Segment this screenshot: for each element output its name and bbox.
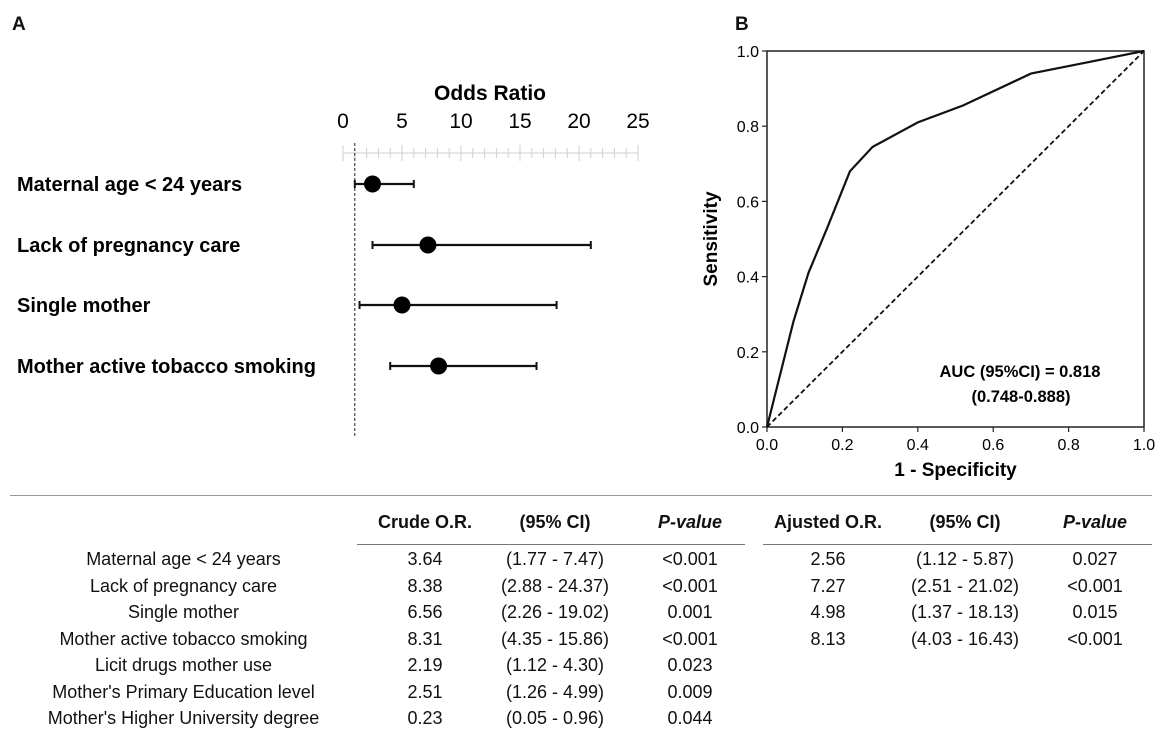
cell-adj-p: 0.027 — [1072, 549, 1118, 569]
cell-crude-or: 6.56 — [407, 602, 443, 622]
roc-x-axis-label: 1 - Specificity — [894, 460, 1017, 481]
header-crude-or: Crude O.R. — [377, 512, 472, 532]
cell-crude-or: 0.23 — [407, 708, 443, 728]
forest-tick-label: 5 — [396, 110, 408, 133]
panel-a-letter: A — [12, 14, 26, 35]
cell-crude-ci: (4.35 - 15.86) — [500, 628, 610, 649]
forest-plot: Odds Ratio 0 5 10 15 20 25 Maternal age < 24 ye… — [17, 82, 650, 438]
cell-crude-or: 2.51 — [407, 681, 443, 702]
cell-crude-p: 0.009 — [667, 681, 713, 702]
forest-row-label: Single mother — [17, 295, 151, 317]
panel-b-letter: B — [735, 14, 749, 35]
table-row-label: Single mother — [127, 602, 240, 622]
cell-crude-ci: (1.12 - 4.30) — [505, 655, 605, 675]
cell-adj-ci: (1.37 - 18.13) — [910, 602, 1020, 622]
forest-tick-label: 15 — [508, 110, 531, 133]
header-crude-ci: (95% CI) — [519, 512, 591, 532]
cell-adj-or: 4.98 — [810, 602, 846, 622]
cell-crude-p: <0.001 — [662, 549, 718, 569]
cell-adj-p: 0.015 — [1072, 602, 1118, 622]
roc-y-tick-label: 0.4 — [737, 270, 759, 287]
cell-crude-or: 8.31 — [407, 628, 443, 649]
roc-curve — [765, 49, 1145, 428]
cell-crude-ci: (1.77 - 7.47) — [505, 549, 605, 569]
cell-crude-p: 0.023 — [667, 655, 713, 675]
cell-crude-or: 2.19 — [407, 655, 443, 675]
adjusted-header-rule — [763, 544, 1152, 545]
forest-tick-label: 10 — [449, 110, 472, 133]
roc-y-tick-label: 0.6 — [737, 194, 759, 211]
cell-adj-p: <0.001 — [1067, 628, 1123, 649]
forest-row-label: Lack of pregnancy care — [17, 235, 240, 257]
roc-y-tick-label: 0.8 — [737, 119, 759, 136]
table-row-label: Mother's Primary Education level — [52, 681, 315, 702]
cell-crude-p: <0.001 — [662, 575, 718, 596]
roc-y-tick-label: 0.0 — [737, 420, 759, 437]
forest-point — [393, 296, 411, 314]
roc-auc-ci-annotation: (0.748-0.888) — [971, 388, 1070, 406]
forest-tick-label: 0 — [337, 110, 349, 133]
roc-y-tick-label: 1.0 — [737, 44, 759, 61]
cell-crude-p: <0.001 — [662, 628, 718, 649]
forest-row-label: Maternal age < 24 years — [17, 174, 242, 196]
cell-adj-ci: (2.51 - 21.02) — [910, 575, 1020, 596]
roc-x-tick-label: 0.6 — [982, 437, 1004, 454]
table-row-label: Maternal age < 24 years — [86, 549, 281, 569]
table-row-label: Mother's Higher University degree — [47, 708, 320, 728]
header-adj-p: P-value — [1062, 512, 1128, 532]
forest-row-label: Mother active tobacco smoking — [17, 356, 316, 378]
roc-frame — [766, 50, 1145, 428]
header-adj-ci: (95% CI) — [929, 512, 1001, 532]
forest-tick-label: 25 — [626, 110, 649, 133]
cell-adj-or: 8.13 — [810, 628, 846, 649]
roc-auc-annotation: AUC (95%CI) = 0.818 — [940, 363, 1101, 381]
forest-title: Odds Ratio — [434, 82, 546, 105]
roc-x-tick-label: 0.8 — [1057, 437, 1079, 454]
crude-header-rule — [357, 544, 745, 545]
roc-x-tick-label: 1.0 — [1133, 437, 1155, 454]
roc-x-tick-label: 0.2 — [831, 437, 853, 454]
roc-y-tick-label: 0.2 — [737, 345, 759, 362]
table-row-label: Licit drugs mother use — [94, 655, 273, 675]
cell-crude-p: 0.044 — [667, 708, 713, 728]
cell-adj-or: 7.27 — [810, 575, 846, 596]
cell-crude-ci: (0.05 - 0.96) — [505, 708, 605, 728]
roc-x-tick-label: 0.4 — [907, 437, 929, 454]
header-crude-p: P-value — [657, 512, 723, 532]
table-top-rule — [10, 495, 1152, 496]
cell-adj-ci: (4.03 - 16.43) — [910, 628, 1020, 649]
cell-crude-ci: (2.26 - 19.02) — [500, 602, 610, 622]
roc-reference-diagonal — [766, 50, 1145, 428]
roc-x-tick-label: 0.0 — [756, 437, 778, 454]
header-adj-or: Ajusted O.R. — [773, 512, 882, 532]
cell-crude-ci: (1.26 - 4.99) — [505, 681, 605, 702]
cell-adj-or: 2.56 — [810, 549, 846, 569]
cell-crude-or: 3.64 — [407, 549, 443, 569]
cell-crude-or: 8.38 — [407, 575, 443, 596]
cell-crude-ci: (2.88 - 24.37) — [500, 575, 610, 596]
forest-point — [364, 175, 381, 193]
cell-adj-p: <0.001 — [1067, 575, 1123, 596]
roc-y-axis-label: Sensitivity — [701, 191, 722, 286]
table-row-label: Lack of pregnancy care — [89, 575, 278, 596]
forest-point — [430, 357, 448, 375]
cell-crude-p: 0.001 — [667, 602, 713, 622]
cell-adj-ci: (1.12 - 5.87) — [915, 549, 1015, 569]
forest-point — [419, 236, 437, 254]
forest-tick-label: 20 — [567, 110, 590, 133]
table-row-label: Mother active tobacco smoking — [59, 628, 308, 649]
